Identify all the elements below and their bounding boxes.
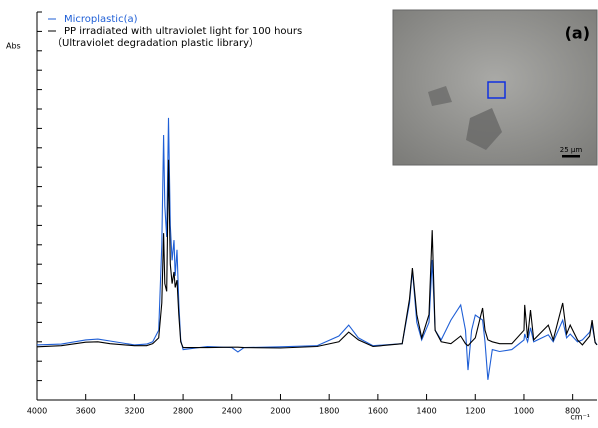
x-axis-label: cm⁻¹ [570, 413, 590, 422]
x-tick-label: 1000 [514, 407, 534, 416]
x-tick-label: 3600 [76, 407, 96, 416]
spectrum-line [36, 159, 598, 349]
inset-label: (a) [565, 24, 590, 43]
plot: 4000 3600 3200 2800 2400 2000 1800 1600 1400 1200… [27, 11, 598, 416]
x-tick-label: 1200 [465, 407, 485, 416]
x-tick-label: 3200 [124, 407, 144, 416]
legend-note: （Ultraviolet degradation plastic library… [52, 37, 259, 49]
inset-photo: (a) 25 µm [392, 9, 598, 166]
legend-label: Microplastic(a) [64, 14, 138, 25]
x-tick-label: 1400 [416, 407, 436, 416]
inset-scale-label: 25 µm [560, 146, 583, 154]
legend-label: PP irradiated with ultraviolet light for… [64, 26, 302, 37]
x-tick-label: 4000 [27, 407, 47, 416]
x-tick-label: 2400 [222, 407, 242, 416]
legend: Microplastic(a)PP irradiated with ultrav… [48, 14, 302, 49]
y-axis-label: Abs [6, 42, 21, 51]
x-tick-label: 2800 [173, 407, 193, 416]
x-tick-label: 1600 [368, 407, 388, 416]
x-tick-label: 800 [565, 407, 580, 416]
x-tick-label: 2000 [270, 407, 290, 416]
x-tick-label: 1800 [319, 407, 339, 416]
